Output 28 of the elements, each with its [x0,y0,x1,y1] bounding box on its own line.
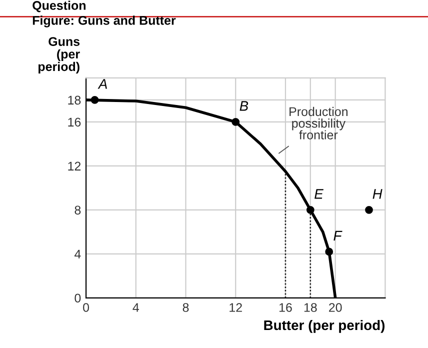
x-tick-label: 18 [304,303,317,312]
text: Question [32,0,86,12]
x-tick-label: 20 [329,303,342,312]
x-tick-label: 0 [83,303,90,312]
y-tick-label: 8 [74,206,81,215]
chart-title: Figure: Guns and Butter [32,16,176,28]
annotation: A [98,79,107,89]
annotation: Production possibility frontier [290,106,348,140]
annotation: H [372,189,382,199]
y-tick-label: 18 [68,96,81,105]
y-tick-label: 16 [68,118,81,127]
annotation: E [314,189,324,199]
x-tick-label: 16 [279,303,292,312]
x-tick-label: 8 [182,303,189,312]
y-tick-label: 4 [74,250,81,258]
y-tick-label: 0 [74,294,81,303]
annotation: F [334,230,342,240]
point [306,206,314,214]
point [90,96,99,104]
annotation: B [240,101,248,111]
x-tick-label: 4 [132,303,139,312]
x-axis-title: Butter (per period) [264,320,385,333]
point [365,206,373,214]
x-tick-label: 12 [230,303,242,312]
y-tick-label: 12 [68,162,81,170]
y-axis-title: Guns (per period) [38,37,80,74]
point [232,118,240,126]
point [325,248,334,256]
